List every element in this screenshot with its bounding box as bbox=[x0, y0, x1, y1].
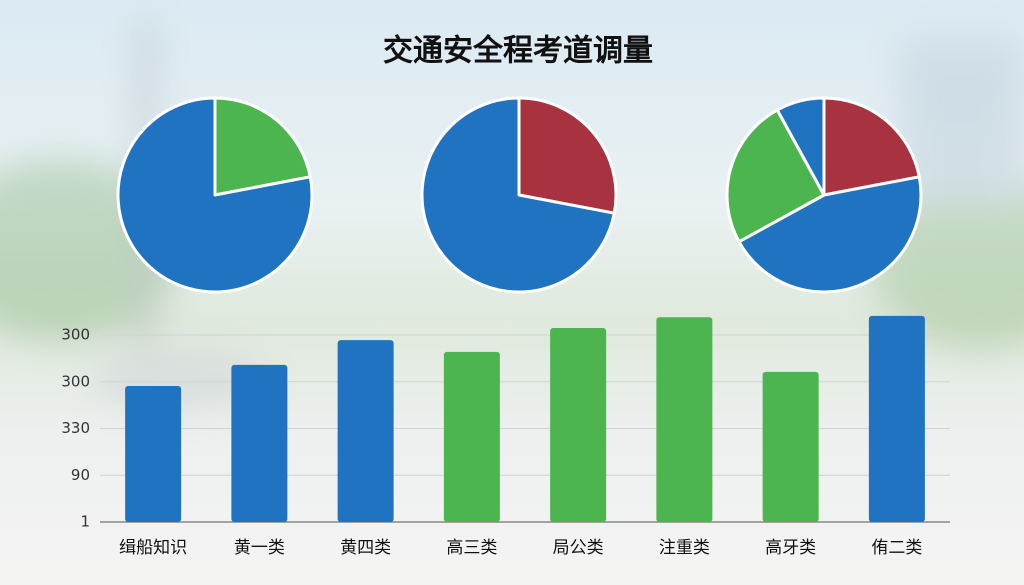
bar bbox=[656, 317, 713, 522]
y-tick-label: 90 bbox=[71, 466, 90, 484]
x-tick-label: 注重类 bbox=[659, 538, 710, 558]
bar bbox=[762, 371, 819, 522]
y-tick-label: 300 bbox=[61, 372, 90, 390]
chart-title: 交通安全程考道调量 bbox=[383, 34, 653, 69]
x-tick-label: 黄一类 bbox=[234, 538, 285, 558]
y-tick-label: 330 bbox=[61, 419, 90, 437]
pie-slice bbox=[116, 96, 314, 294]
pie-slice bbox=[213, 96, 312, 197]
x-tick-label: 局公类 bbox=[553, 538, 604, 558]
x-tick-label: 高三类 bbox=[446, 538, 497, 558]
bar bbox=[443, 351, 500, 522]
pie-slice bbox=[517, 96, 618, 215]
y-tick-label: 300 bbox=[61, 326, 90, 344]
pie-slice bbox=[775, 96, 826, 197]
pie-slice bbox=[822, 96, 921, 197]
x-tick-label: 高牙类 bbox=[765, 538, 816, 558]
x-tick-label: 侑二类 bbox=[871, 538, 922, 558]
y-tick-label: 1 bbox=[80, 513, 90, 531]
bar bbox=[550, 327, 607, 522]
pie-slice bbox=[737, 175, 923, 294]
bar bbox=[868, 315, 925, 522]
pie-slice bbox=[725, 108, 826, 244]
bar bbox=[337, 340, 394, 522]
bar bbox=[231, 364, 288, 522]
x-tick-label: 黄四类 bbox=[340, 538, 391, 558]
x-tick-label: 缉船知识 bbox=[119, 538, 187, 558]
pie-slice bbox=[420, 96, 616, 294]
bar bbox=[125, 385, 182, 522]
